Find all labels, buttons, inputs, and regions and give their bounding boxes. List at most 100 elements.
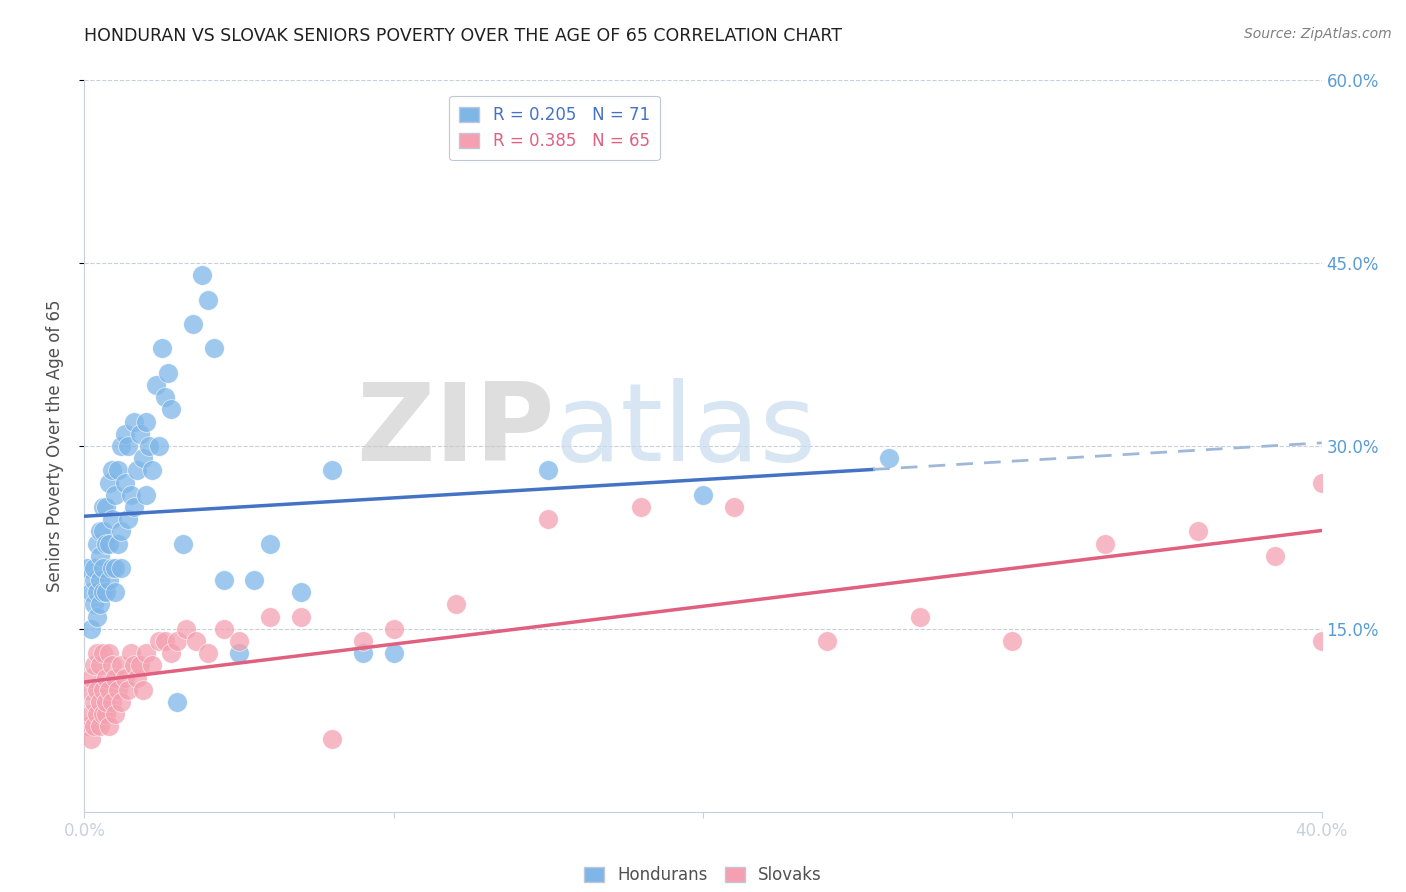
Point (89, 549, 111, 563)
Point (94, 707, 117, 722)
Point (259, 609, 281, 624)
Point (184, 634, 207, 648)
Point (135, 646, 157, 660)
Point (110, 439, 132, 453)
Point (83, 561, 105, 575)
Point (166, 634, 188, 648)
Point (166, 695, 188, 709)
Point (138, 439, 160, 453)
Point (150, 342, 173, 356)
Point (352, 634, 374, 648)
Point (89, 524, 111, 539)
Point (122, 658, 145, 673)
Point (79, 731, 101, 746)
Point (692, 488, 714, 502)
Point (145, 378, 167, 392)
Point (243, 573, 266, 587)
Point (1187, 524, 1209, 539)
Point (630, 500, 652, 514)
Point (86, 682, 108, 697)
Point (172, 536, 194, 550)
Point (86, 609, 108, 624)
Point (228, 646, 250, 660)
Point (125, 463, 148, 477)
Point (89, 658, 111, 673)
Point (156, 366, 179, 380)
Point (94, 695, 117, 709)
Point (104, 488, 127, 502)
Point (76, 719, 98, 733)
Point (352, 646, 374, 660)
Point (79, 707, 101, 722)
Point (122, 415, 145, 429)
Point (382, 622, 405, 636)
Point (104, 707, 127, 722)
Point (89, 598, 111, 612)
Point (160, 402, 183, 417)
Point (114, 475, 136, 490)
Point (91, 682, 114, 697)
Text: HONDURAN VS SLOVAK SENIORS POVERTY OVER THE AGE OF 65 CORRELATION CHART: HONDURAN VS SLOVAK SENIORS POVERTY OVER … (84, 27, 842, 45)
Text: atlas: atlas (554, 378, 817, 484)
Point (197, 293, 219, 307)
Point (101, 512, 124, 526)
Point (117, 682, 139, 697)
Point (120, 488, 142, 502)
Point (120, 646, 142, 660)
Point (101, 561, 124, 575)
Point (104, 561, 127, 575)
Point (153, 390, 176, 404)
Point (107, 463, 129, 477)
Point (101, 658, 124, 673)
Point (98, 573, 121, 587)
Point (107, 682, 129, 697)
Point (114, 426, 136, 441)
Legend: Hondurans, Slovaks: Hondurans, Slovaks (578, 860, 828, 891)
Point (132, 451, 155, 466)
Point (110, 561, 132, 575)
Point (91, 561, 114, 575)
Point (110, 524, 132, 539)
Point (89, 573, 111, 587)
Point (537, 463, 560, 477)
Point (91, 585, 114, 599)
Point (104, 671, 127, 685)
Point (1310, 634, 1333, 648)
Point (141, 463, 163, 477)
Point (83, 695, 105, 709)
Point (132, 682, 155, 697)
Point (444, 598, 467, 612)
Point (110, 658, 132, 673)
Point (101, 463, 124, 477)
Text: ZIP: ZIP (356, 378, 554, 484)
Point (148, 439, 170, 453)
Point (98, 536, 121, 550)
Point (83, 719, 105, 733)
Point (94, 500, 117, 514)
Point (908, 609, 931, 624)
Point (91, 707, 114, 722)
Point (94, 671, 117, 685)
Point (1094, 536, 1116, 550)
Point (89, 695, 111, 709)
Y-axis label: Seniors Poverty Over the Age of 65: Seniors Poverty Over the Age of 65 (45, 300, 63, 592)
Point (228, 634, 250, 648)
Point (117, 512, 139, 526)
Point (259, 536, 281, 550)
Point (79, 671, 101, 685)
Point (114, 671, 136, 685)
Point (321, 463, 343, 477)
Point (125, 671, 148, 685)
Point (86, 707, 108, 722)
Point (1310, 475, 1333, 490)
Point (98, 682, 121, 697)
Point (91, 646, 114, 660)
Point (110, 695, 132, 709)
Point (122, 500, 145, 514)
Point (86, 646, 108, 660)
Point (107, 536, 129, 550)
Point (129, 426, 152, 441)
Point (86, 585, 108, 599)
Point (98, 719, 121, 733)
Point (212, 573, 235, 587)
